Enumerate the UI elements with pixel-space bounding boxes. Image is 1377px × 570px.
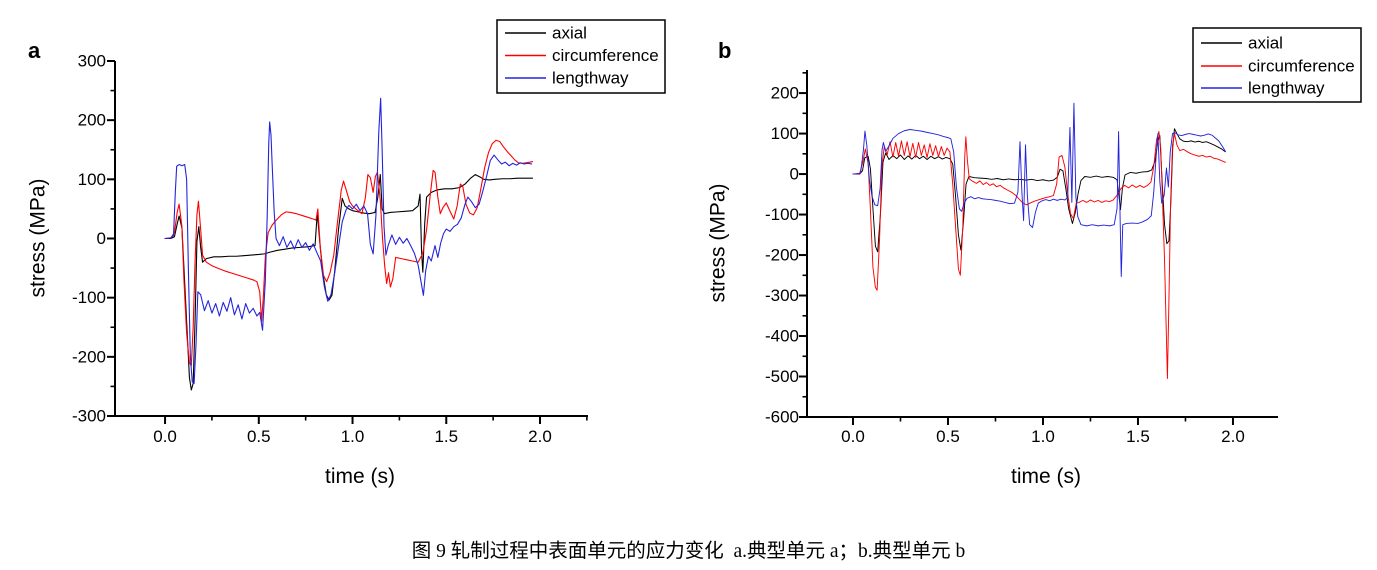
legend-box xyxy=(496,19,666,94)
y-tick-label: -600 xyxy=(765,408,799,427)
y-tick-label: -300 xyxy=(765,286,799,305)
chart-a-svg: 300 200 100 0 -100 -200 -300 0.0 0.5 1.0 1.5 2.0 tim… xyxy=(27,19,666,488)
series-line-axial xyxy=(852,128,1226,253)
series-line-axial xyxy=(164,174,534,391)
x-tick-label: 1.5 xyxy=(434,427,458,446)
y-tick-label: -200 xyxy=(72,347,106,366)
x-tick-label: 0.0 xyxy=(153,427,177,446)
series-line-lengthway xyxy=(164,97,533,385)
y-tick-label: -100 xyxy=(72,288,106,307)
x-tick-label: 1.5 xyxy=(1126,427,1150,446)
y-tick-label: -300 xyxy=(72,407,106,426)
x-tick-label: 2.0 xyxy=(528,427,552,446)
x-tick-label: 0.5 xyxy=(247,427,271,446)
y-tick-label: 0 xyxy=(97,229,106,248)
panel-label-b: b xyxy=(718,38,731,63)
x-axis-title: time (s) xyxy=(1011,465,1081,488)
y-tick-label: 100 xyxy=(78,170,106,189)
series-line-circumference xyxy=(164,139,534,367)
legend-box xyxy=(1192,27,1362,103)
y-tick-label: 200 xyxy=(78,111,106,130)
x-axis-title: time (s) xyxy=(325,465,395,488)
series-line-circumference xyxy=(852,131,1226,380)
y-tick-label: 100 xyxy=(771,124,799,143)
x-tick-label: 0.0 xyxy=(841,427,865,446)
y-tick-label: -500 xyxy=(765,367,799,386)
x-tick-label: 2.0 xyxy=(1221,427,1245,446)
series-line-lengthway xyxy=(852,102,1226,277)
y-axis-title: stress (MPa) xyxy=(707,183,730,302)
legend-label-axial: axial xyxy=(552,24,587,43)
panel-label-a: a xyxy=(28,38,41,63)
y-tick-label: 0 xyxy=(790,165,799,184)
legend-label-circumference: circumference xyxy=(1248,57,1355,76)
legend-label-axial: axial xyxy=(1248,34,1283,53)
legend-label-lengthway: lengthway xyxy=(1248,79,1325,98)
legend-label-circumference: circumference xyxy=(552,46,659,65)
x-tick-label: 0.5 xyxy=(936,427,960,446)
y-tick-label: 300 xyxy=(78,52,106,71)
chart-b-svg: 200 100 0 -100 -200 -300 -400 -500 -600 0.0 0.5 1.0… xyxy=(707,27,1362,488)
y-tick-label: -200 xyxy=(765,246,799,265)
legend-label-lengthway: lengthway xyxy=(552,69,629,88)
x-tick-label: 1.0 xyxy=(1031,427,1055,446)
figure-caption: 图 9 轧制过程中表面单元的应力变化 a.典型单元 a；b.典型单元 b xyxy=(411,541,966,562)
x-tick-label: 1.0 xyxy=(341,427,365,446)
y-axis-title: stress (MPa) xyxy=(27,178,50,297)
y-tick-label: -400 xyxy=(765,327,799,346)
y-tick-label: 200 xyxy=(771,84,799,103)
y-tick-label: -100 xyxy=(765,205,799,224)
